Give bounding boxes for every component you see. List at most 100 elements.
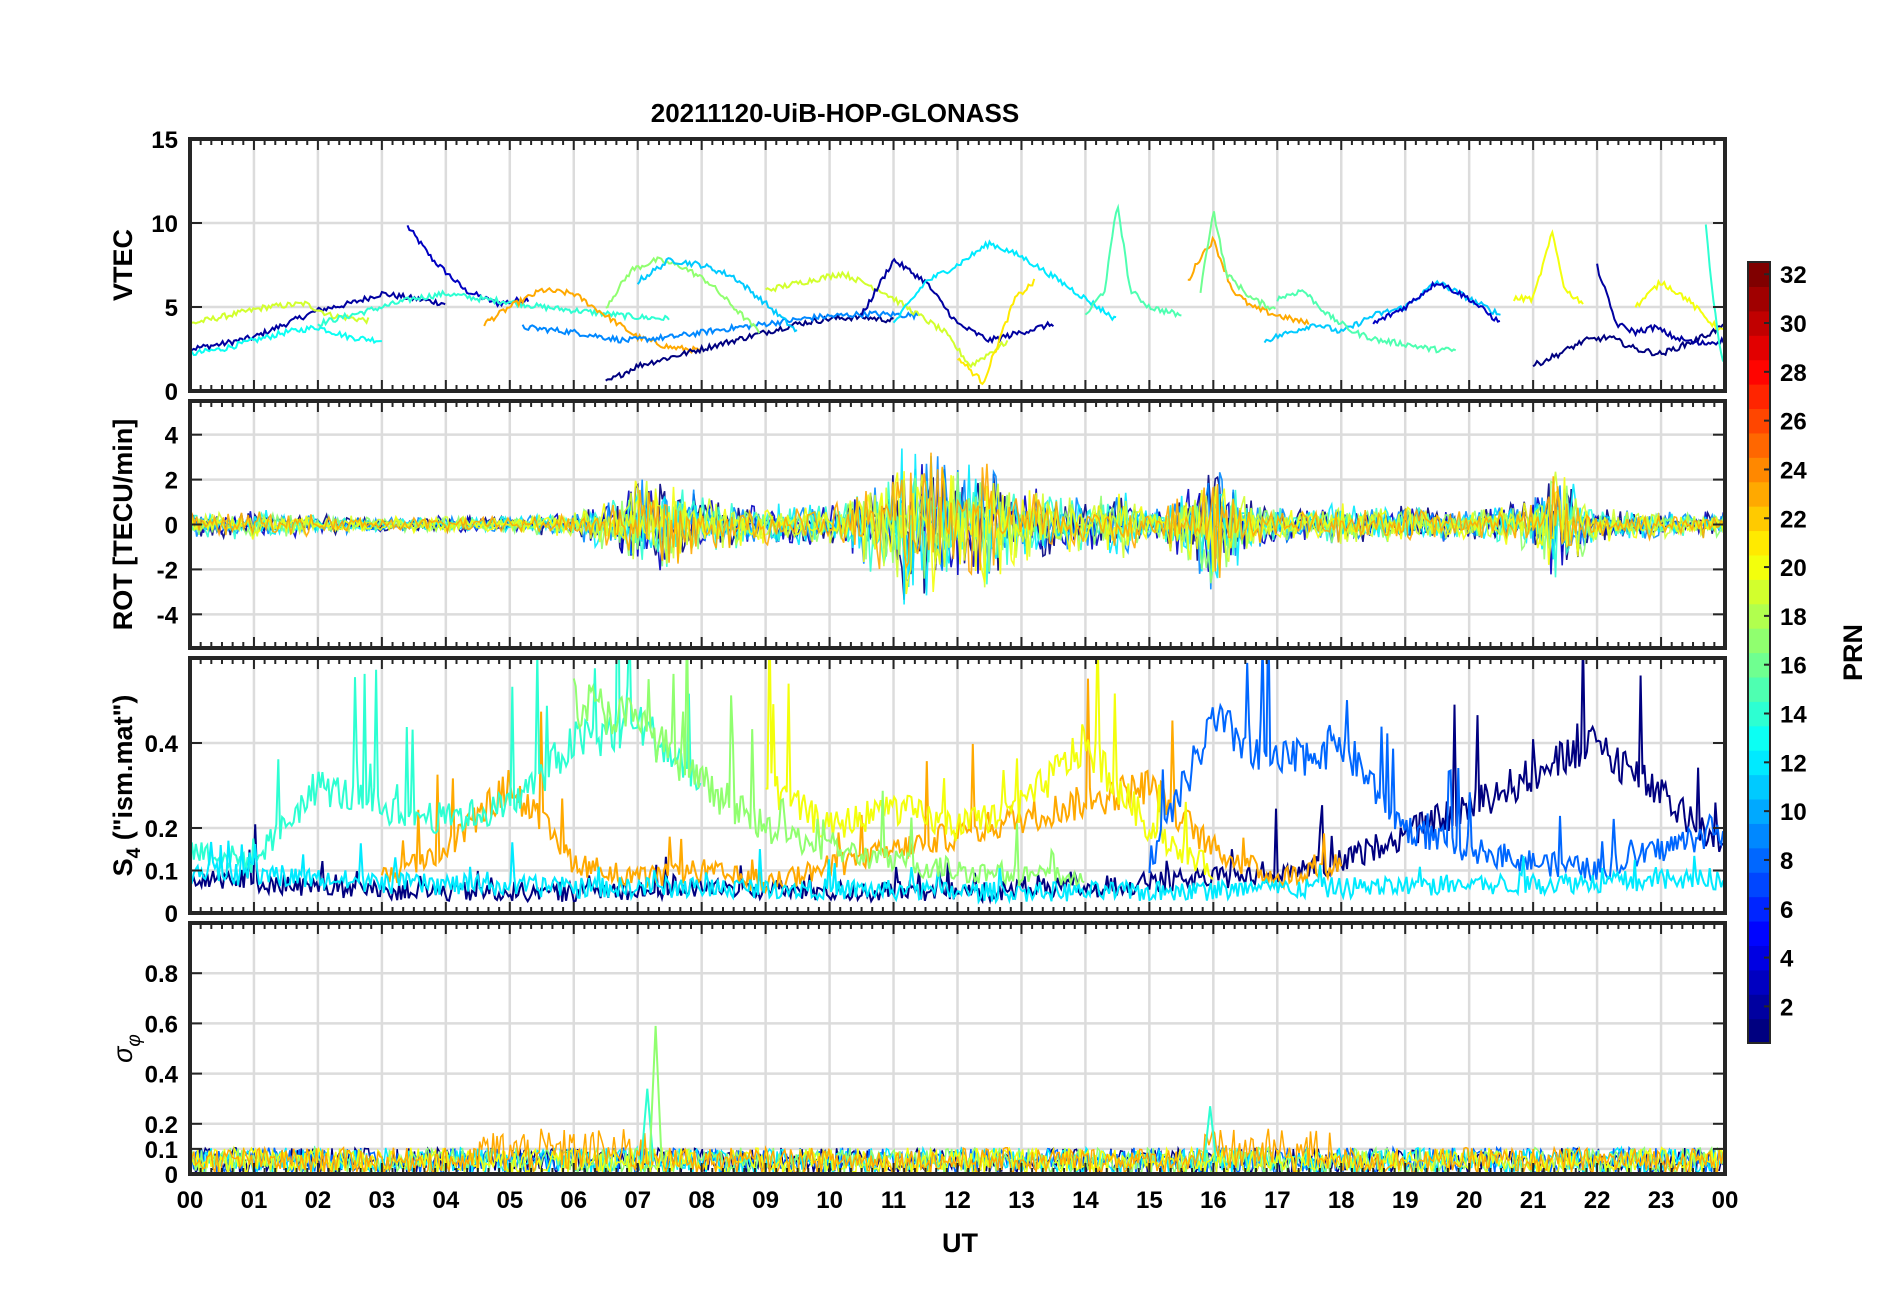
- series-prn-17: [572, 658, 1085, 888]
- series-prn-20: [1634, 278, 1724, 332]
- series-prn-1: [605, 312, 894, 382]
- series-prn-11: [1263, 279, 1501, 344]
- y-tick-label: 0.1: [145, 859, 178, 886]
- colorbar-swatch: [1748, 652, 1770, 678]
- series-prn-8: [1148, 658, 1725, 884]
- y-axis-label: S4 ("ism.mat"): [108, 695, 145, 877]
- colorbar-tick-label: 24: [1780, 457, 1807, 484]
- series-prn-11: [636, 257, 798, 333]
- colorbar-tick-label: 30: [1780, 311, 1807, 338]
- panel-vtec: 0 5 10 15 VTEC: [108, 127, 1727, 406]
- series-prn-13: [190, 324, 382, 357]
- series-prn-20: [1512, 229, 1584, 305]
- colorbar-swatch: [1748, 676, 1770, 702]
- x-tick-label: 21: [1520, 1187, 1547, 1214]
- y-axis-label: VTEC: [108, 229, 138, 301]
- colorbar-swatch: [1748, 481, 1770, 507]
- x-tick-label: 08: [688, 1187, 715, 1214]
- series-prn-15: [1276, 288, 1457, 354]
- colorbar-swatch: [1748, 506, 1770, 532]
- colorbar-swatch: [1748, 310, 1770, 336]
- x-ticks: [189, 923, 1726, 1174]
- colorbar-swatch: [1748, 579, 1770, 605]
- y-tick-label: -4: [157, 602, 179, 629]
- series-prn-23: [483, 286, 702, 354]
- colorbar-swatch: [1748, 774, 1770, 800]
- colorbar-swatch: [1748, 725, 1770, 751]
- series-prn-19: [765, 270, 1009, 369]
- colorbar-swatch: [1748, 920, 1770, 946]
- x-tick-label: 12: [944, 1187, 971, 1214]
- x-ticks: [189, 658, 1726, 913]
- x-tick-label: 03: [369, 1187, 396, 1214]
- y-tick-label: -2: [157, 557, 178, 584]
- colorbar-swatch: [1748, 530, 1770, 556]
- colorbar-tick-label: 10: [1780, 799, 1807, 826]
- colorbar-swatch: [1748, 945, 1770, 971]
- colorbar-swatch: [1748, 969, 1770, 995]
- series-prn-12: [892, 239, 1117, 324]
- figure-title: 20211120-UiB-HOP-GLONASS: [651, 98, 1019, 128]
- series-prn-3: [1372, 280, 1501, 325]
- series-prn-21: [956, 278, 1036, 386]
- x-tick-label: 23: [1648, 1187, 1675, 1214]
- series-prn-1: [1532, 323, 1724, 368]
- colorbar-swatch: [1748, 798, 1770, 824]
- colorbar-swatch: [1748, 628, 1770, 654]
- colorbar-tick-label: 4: [1780, 946, 1794, 973]
- colorbar-swatch: [1748, 359, 1770, 385]
- series-prn-20: [765, 658, 1214, 880]
- series-prn-2: [860, 257, 1055, 345]
- x-tick-label: 06: [560, 1187, 587, 1214]
- colorbar-tick-label: 16: [1780, 653, 1807, 680]
- series-prn-20: [190, 468, 1725, 595]
- series-prn-14: [190, 658, 702, 874]
- x-tick-label: 19: [1392, 1187, 1419, 1214]
- x-tick-label: 14: [1072, 1187, 1099, 1214]
- colorbar-swatch: [1748, 823, 1770, 849]
- colorbar-tick-label: 28: [1780, 360, 1807, 387]
- x-tick-label: 11: [881, 1187, 906, 1214]
- colorbar-swatch: [1748, 994, 1770, 1020]
- colorbar-swatch: [1748, 701, 1770, 727]
- colorbar-swatch: [1748, 457, 1770, 483]
- x-tick-label: 13: [1008, 1187, 1035, 1214]
- panel-sigma_phi: 00.10.2 0.4 0.6 0.8 σφ 00 01 02 03 04 05 06 07 08 09 10…: [108, 921, 1738, 1214]
- grid: [190, 923, 1725, 1174]
- x-tick-label: 15: [1136, 1187, 1163, 1214]
- y-tick-label: 2: [165, 468, 178, 495]
- spike-2: [1203, 1106, 1218, 1162]
- y-tick-label: 0.2: [145, 1112, 178, 1139]
- y-tick-label: 0: [165, 513, 178, 540]
- x-ticks: [189, 139, 1726, 391]
- y-tick-label: 0.2: [145, 816, 178, 843]
- y-tick-label: 0.1: [145, 1137, 178, 1164]
- colorbar-tick-label: 26: [1780, 409, 1807, 436]
- series-prn-17: [605, 256, 761, 334]
- colorbar-tick-label: 18: [1780, 604, 1807, 631]
- colorbar-swatch: [1748, 286, 1770, 312]
- colorbar-swatch: [1748, 554, 1770, 580]
- y-axis-label: σφ: [108, 1034, 145, 1063]
- colorbar-swatch: [1748, 872, 1770, 898]
- data-lines: [190, 658, 1725, 905]
- panel-s4: 0 0.1 0.2 0.4S4 ("ism.mat"): [108, 656, 1727, 928]
- colorbar-swatch: [1748, 335, 1770, 361]
- colorbar-tick-label: 6: [1780, 897, 1793, 924]
- x-ticks: [189, 401, 1726, 648]
- colorbar-tick-label: 22: [1780, 506, 1807, 533]
- colorbar-tick-label: 20: [1780, 555, 1807, 582]
- x-tick-label: 09: [752, 1187, 779, 1214]
- colorbar-tick-label: 32: [1780, 262, 1807, 289]
- spike-1: [648, 1025, 663, 1162]
- colorbar-swatch: [1748, 896, 1770, 922]
- series-prn-9: [521, 308, 919, 344]
- x-tick-label: 01: [241, 1187, 268, 1214]
- y-axis-label: ROT [TECU/min]: [108, 419, 138, 630]
- colorbar-tick-label: 14: [1780, 702, 1807, 729]
- x-tick-label: 00: [177, 1187, 204, 1214]
